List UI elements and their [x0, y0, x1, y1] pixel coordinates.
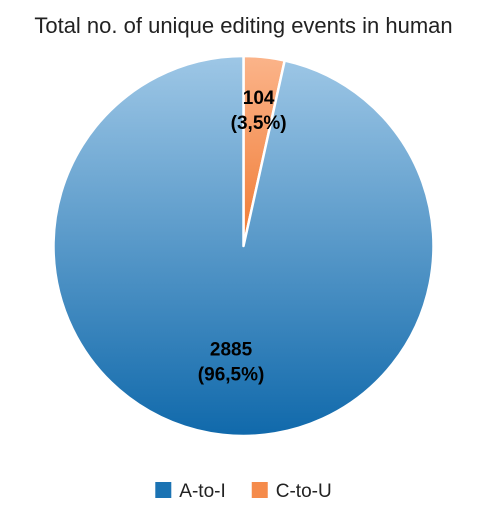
- legend-swatch-c-to-u: [251, 482, 268, 498]
- legend-label-a-to-i: A-to-I: [179, 481, 225, 502]
- pie-slices: [52, 54, 435, 438]
- chart-title: Total no. of unique editing events in hu…: [34, 13, 452, 38]
- legend-swatch-a-to-i: [155, 482, 172, 498]
- legend-label-c-to-u: C-to-U: [276, 481, 332, 502]
- data-label-percent-a-to-i: (96,5%): [198, 364, 265, 385]
- pie-slice-a-to-i: [52, 54, 435, 438]
- chart-legend: A-to-I C-to-U: [155, 481, 332, 502]
- pie-data-labels: 104 (3,5%) 2885 (96,5%): [198, 88, 287, 385]
- data-label-value-a-to-i: 2885: [210, 339, 253, 360]
- data-label-value-c-to-u: 104: [243, 88, 275, 109]
- data-label-percent-c-to-u: (3,5%): [231, 113, 287, 134]
